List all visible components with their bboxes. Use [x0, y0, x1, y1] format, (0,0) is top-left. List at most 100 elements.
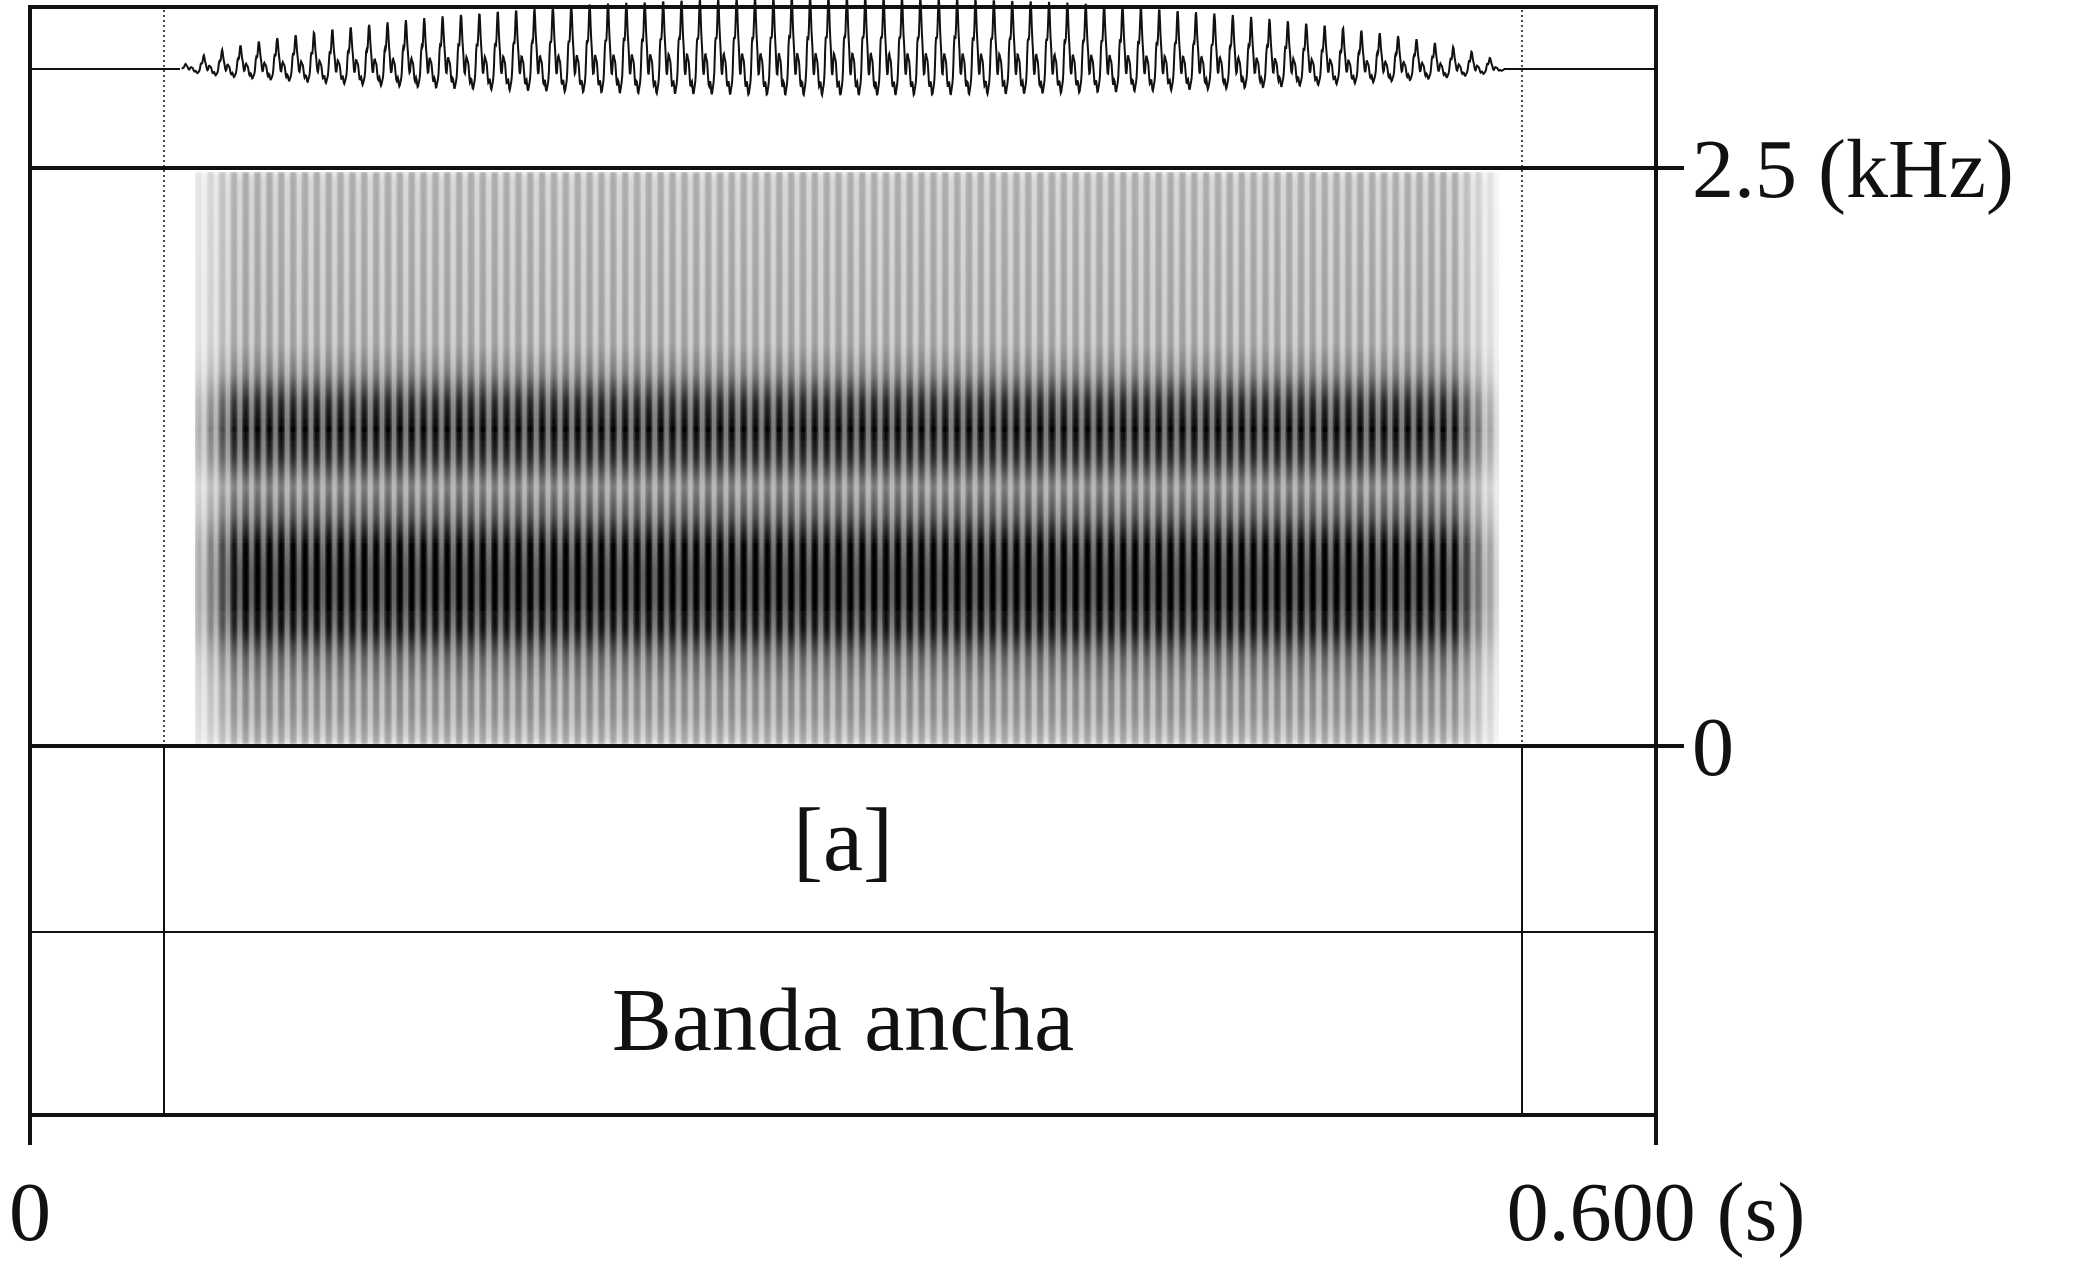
spectrogram-pulse: [1274, 172, 1281, 744]
spectrogram-pulse: [349, 172, 356, 744]
spectrogram-pulse: [337, 172, 344, 744]
waveform-trace: [181, 0, 1506, 99]
spectrogram-pulse: [1499, 172, 1506, 744]
spectrogram-pulse: [1250, 172, 1257, 744]
frequency-bottom-label: 0: [1692, 701, 1734, 794]
spectrogram-pulse: [1096, 172, 1103, 744]
spectrogram-pulse: [977, 172, 985, 744]
spectrogram-pulse: [1167, 172, 1174, 744]
spectrogram-pulse: [432, 172, 439, 744]
spectrogram-pulse: [1001, 172, 1008, 744]
spectrogram-pulse: [1202, 172, 1210, 744]
spectrogram-pulse: [764, 172, 771, 744]
spectrogram-pulse: [1179, 172, 1186, 744]
spectrogram-pulse: [1238, 172, 1245, 744]
spectrogram-pulse: [1297, 172, 1305, 744]
spectrogram-pulse: [965, 172, 973, 744]
spectrogram-fade-left: [195, 172, 238, 744]
spectrogram-pulse: [1368, 172, 1376, 744]
spectrogram-pulse: [728, 172, 736, 744]
spectrogram-pulse: [633, 172, 641, 744]
spectrogram-pulse: [1428, 172, 1435, 744]
spectrogram-pulse: [574, 172, 581, 744]
spectrogram-pulse: [515, 172, 522, 744]
spectrogram-pulse: [1321, 172, 1328, 744]
spectrogram-pulse: [562, 172, 570, 744]
spectrogram-pulse: [444, 172, 451, 744]
spectrogram-fade-right: [1454, 172, 1499, 744]
spectrogram-pulse: [1333, 172, 1340, 744]
spectrogram-pulse: [289, 172, 297, 744]
spectrogram-pulse: [325, 172, 332, 744]
spectrogram-pulse: [455, 172, 463, 744]
spectrogram-pulse: [882, 172, 890, 744]
spectrogram-pulse: [645, 172, 653, 744]
spectrogram-pulse: [1025, 172, 1032, 744]
spectrogram-pulse: [266, 172, 273, 744]
spectrogram-pulse: [1131, 172, 1139, 744]
spectrogram-pulse: [1036, 172, 1044, 744]
spectrogram-pulse: [1262, 172, 1269, 744]
spectrogram-pulse: [681, 172, 688, 744]
spectrogram-stripes: [183, 172, 1506, 744]
spectrogram-pulse: [420, 172, 427, 744]
spectrogram-pulse: [1214, 172, 1222, 744]
spectrogram-pulse: [787, 172, 795, 744]
spectrogram-pulse: [1416, 172, 1423, 744]
spectrogram-pulse: [693, 172, 700, 744]
spectrogram-pulse: [278, 172, 285, 744]
spectrogram-pulse: [1108, 172, 1115, 744]
spectrogram-pulse: [550, 172, 558, 744]
spectrogram-pulse: [669, 172, 676, 744]
spectrogram-pulse: [942, 172, 949, 744]
spectrogram-pulse: [479, 172, 487, 744]
spectrogram-pulse: [1380, 172, 1388, 744]
spectrogram-pulse: [894, 172, 902, 744]
spectrogram-pulse: [740, 172, 747, 744]
spectrogram-pulse: [1285, 172, 1293, 744]
spectrogram-pulse: [752, 172, 759, 744]
spectrogram-pulse: [621, 172, 629, 744]
spectrogram-pulse: [906, 172, 913, 744]
waveform-panel: [30, 0, 1656, 99]
figure-frame: [28, 5, 1658, 1117]
spectrogram-pulse: [467, 172, 475, 744]
spectrogram-pulse: [1060, 172, 1068, 744]
spectrogram-pulse: [1119, 172, 1127, 744]
spectrogram-pulse: [527, 172, 534, 744]
spectrogram-pulse: [491, 172, 498, 744]
spectrogram-pulse: [503, 172, 510, 744]
spectrogram-pulse: [598, 172, 605, 744]
spectrogram-pulse: [313, 172, 321, 744]
spectrogram-pulse: [1226, 172, 1234, 744]
spectrogram-pulse: [953, 172, 961, 744]
spectrogram-fades: [195, 172, 1499, 744]
spectrogram-pulse: [1084, 172, 1091, 744]
time-start-label: 0: [9, 1166, 51, 1259]
spectrogram-pulse: [183, 172, 190, 744]
spectrogram-pulse: [1392, 172, 1400, 744]
spectrogram-pulse: [989, 172, 996, 744]
spectrogram-pulse: [538, 172, 546, 744]
spectrogram-pulse: [657, 172, 664, 744]
spectrogram-pulse: [408, 172, 415, 744]
spectrogram-pulse: [1404, 172, 1411, 744]
spectrogram-pulse: [1191, 172, 1198, 744]
spectrogram-pulse: [1309, 172, 1317, 744]
spectrogram-pulse: [1013, 172, 1020, 744]
spectrogram-pulse: [1072, 172, 1079, 744]
spectrogram-pulse: [799, 172, 807, 744]
spectrogram-pulse: [811, 172, 819, 744]
spectrogram-pulse: [776, 172, 783, 744]
frequency-top-label: 2.5 (kHz): [1692, 123, 2014, 216]
spectrogram-pulse: [396, 172, 404, 744]
spectrogram-pulse: [1357, 172, 1364, 744]
spectrogram-pulse: [870, 172, 878, 744]
spectrogram-pulse: [1155, 172, 1162, 744]
spectrogram-pulse: [1345, 172, 1352, 744]
spectrogram-pulse: [716, 172, 724, 744]
spectrogram-panel: [183, 172, 1506, 744]
spectrogram-pulse: [610, 172, 617, 744]
spectrogram-pulse: [242, 172, 249, 744]
